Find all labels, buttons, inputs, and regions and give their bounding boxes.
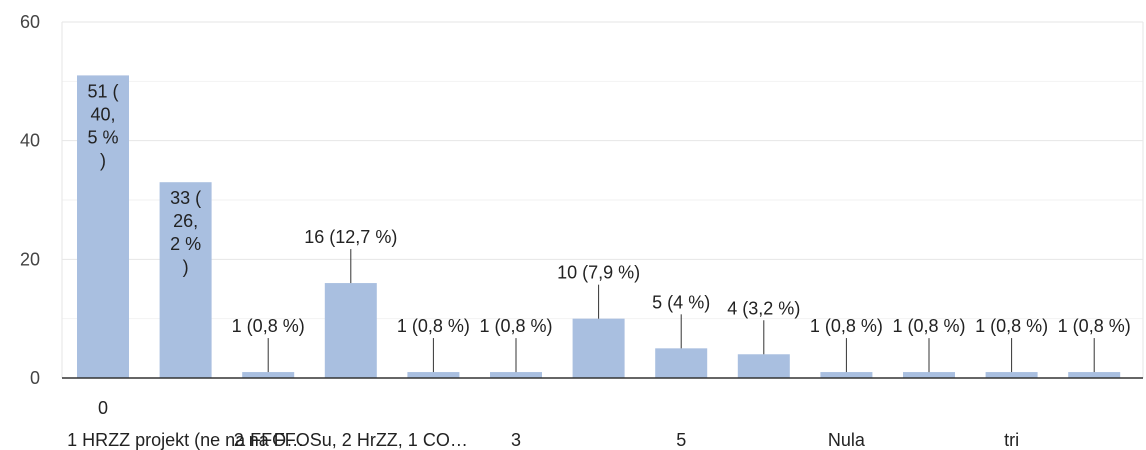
data-label: 1 (0,8 %) [975, 316, 1048, 336]
bar [77, 75, 129, 379]
data-label: 1 (0,8 %) [810, 316, 883, 336]
x-category-label: Nula [828, 430, 866, 450]
data-label: 4 (3,2 %) [727, 298, 800, 318]
data-label: 1 (0,8 %) [892, 316, 965, 336]
y-tick-label: 0 [30, 368, 40, 388]
bar [242, 372, 295, 378]
data-label: 26, [173, 211, 198, 231]
data-label: 1 (0,8 %) [232, 316, 305, 336]
y-tick-label: 20 [20, 249, 40, 269]
bar [324, 283, 377, 378]
bar [407, 372, 460, 378]
x-category-label: 5 [676, 430, 686, 450]
data-label: ) [100, 150, 106, 170]
bar [490, 372, 542, 378]
data-label: 10 (7,9 %) [557, 263, 640, 283]
data-label: 1 (0,8 %) [397, 316, 470, 336]
data-label: 1 (0,8 %) [1058, 316, 1131, 336]
data-label: 51 ( [87, 81, 118, 101]
x-category-label: 0 [98, 398, 108, 418]
data-label: 33 ( [170, 188, 201, 208]
data-label: 5 % [87, 127, 118, 147]
data-label: ) [183, 257, 189, 277]
bar [159, 182, 212, 378]
x-category-label: 2 na FFOSu, 2 HrZZ, 1 CO… [234, 430, 468, 450]
bar [572, 318, 625, 378]
bar [655, 348, 708, 378]
data-label: 5 (4 %) [652, 292, 710, 312]
x-category-label: 3 [511, 430, 521, 450]
bar [1068, 372, 1121, 378]
data-label: 16 (12,7 %) [304, 227, 397, 247]
bar [985, 372, 1038, 378]
x-category-label: tri [1004, 430, 1019, 450]
bar [737, 354, 790, 378]
y-tick-label: 60 [20, 12, 40, 32]
x-category-label: 1 HRZZ projekt (ne na FFO… [67, 430, 304, 450]
bar [820, 372, 873, 378]
data-label: 1 (0,8 %) [479, 316, 552, 336]
bar [903, 372, 955, 378]
y-tick-label: 40 [20, 131, 40, 151]
data-label: 2 % [170, 234, 201, 254]
data-label: 40, [90, 104, 115, 124]
